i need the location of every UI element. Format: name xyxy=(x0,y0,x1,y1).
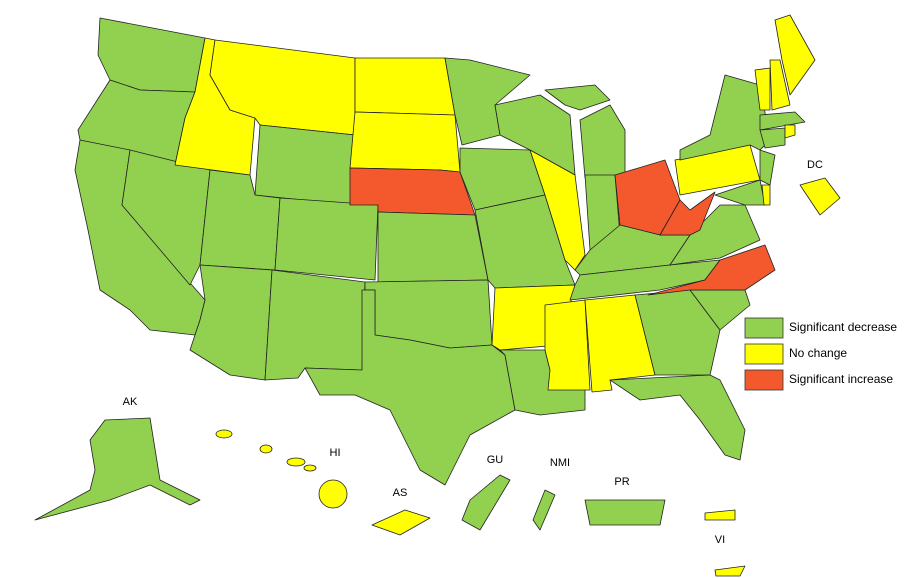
region xyxy=(371,509,431,536)
region xyxy=(679,74,771,161)
region-label: DC xyxy=(807,159,823,171)
region xyxy=(532,489,556,531)
legend-label: Significant decrease xyxy=(789,320,897,334)
region-label: NMI xyxy=(550,457,570,469)
region xyxy=(286,457,306,467)
region xyxy=(774,14,816,96)
region xyxy=(304,289,516,486)
region-label: GU xyxy=(487,454,504,466)
legend-swatch xyxy=(744,343,784,365)
region xyxy=(349,111,461,173)
region-label: VI xyxy=(715,534,725,546)
region xyxy=(544,84,611,111)
region xyxy=(704,509,736,521)
region xyxy=(259,444,273,454)
region xyxy=(579,104,626,179)
region xyxy=(303,464,317,472)
region xyxy=(659,191,716,236)
legend: Significant decrease No change Significant… xyxy=(744,317,897,391)
region xyxy=(647,244,776,296)
region xyxy=(97,17,206,93)
region xyxy=(759,127,786,149)
region xyxy=(584,499,666,526)
region xyxy=(254,124,356,206)
region xyxy=(714,565,746,577)
region xyxy=(761,184,771,206)
region xyxy=(784,124,796,139)
region xyxy=(354,57,456,116)
region xyxy=(544,299,591,391)
regions xyxy=(34,14,841,577)
region xyxy=(609,374,746,461)
region-label: HI xyxy=(330,447,341,459)
legend-label: No change xyxy=(789,346,847,360)
region xyxy=(215,429,233,439)
region xyxy=(189,264,273,381)
region xyxy=(461,474,511,531)
region xyxy=(759,149,776,186)
legend-label: Significant increase xyxy=(789,372,893,386)
region xyxy=(799,177,841,216)
region-label: PR xyxy=(614,476,629,488)
region xyxy=(759,111,806,131)
labels: AK HI AS GU NMI PR VI DC xyxy=(123,159,823,546)
region xyxy=(769,59,791,111)
region xyxy=(754,67,771,111)
region-label: AS xyxy=(393,487,408,499)
region xyxy=(264,269,366,381)
legend-swatch xyxy=(744,317,784,339)
region xyxy=(377,211,489,283)
region xyxy=(274,197,379,281)
legend-swatch xyxy=(744,369,784,391)
region xyxy=(669,204,761,266)
region xyxy=(34,417,201,521)
region xyxy=(318,479,348,509)
region-label: AK xyxy=(123,396,138,408)
